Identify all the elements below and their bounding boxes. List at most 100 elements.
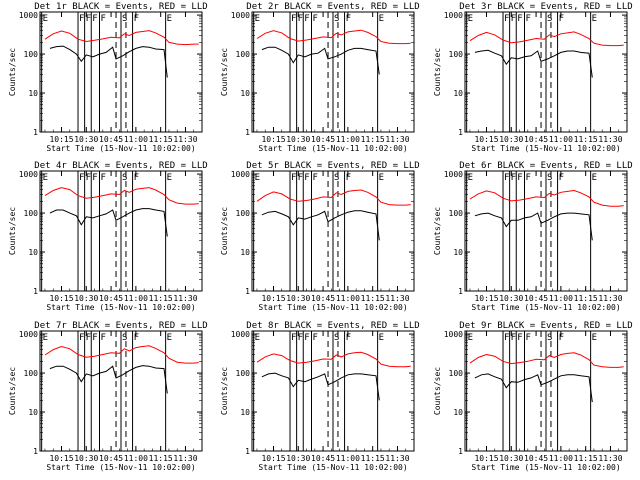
events-series-line <box>49 365 168 394</box>
x-tick-label: 11:00 <box>336 294 360 303</box>
marker-label: F <box>526 173 531 183</box>
marker-label: F <box>92 173 97 183</box>
marker-label: F <box>559 14 564 24</box>
x-tick-label: 11:00 <box>549 294 573 303</box>
panel-det-2: Det 2r BLACK = Events, RED = LLD 1 10 100 10… <box>220 2 420 153</box>
marker-label: E <box>379 173 384 183</box>
marker-label: F <box>504 173 509 183</box>
x-tick-label: 10:15 <box>261 454 285 463</box>
marker-label: F <box>559 333 564 343</box>
panel-det-5: Det 5r BLACK = Events, RED = LLD 1 10 100 10… <box>220 161 420 312</box>
marker-label: F <box>313 14 318 24</box>
marker-label: F <box>101 333 106 343</box>
marker-label: F <box>298 173 303 183</box>
marker-label: E <box>468 173 473 183</box>
events-series-line <box>49 45 168 78</box>
marker-label: E <box>167 173 172 183</box>
y-tick-label: 100 <box>236 369 251 378</box>
marker-label: E <box>379 14 384 24</box>
marker-label: F <box>134 14 139 24</box>
y-tick-label: 1000 <box>19 11 38 20</box>
events-series-line <box>261 46 380 75</box>
marker-label: F <box>86 14 91 24</box>
x-tick-label: 10:45 <box>524 294 548 303</box>
marker-label: F <box>313 333 318 343</box>
x-axis-label: Start Time (15-Nov-11 10:02:00) <box>46 144 195 153</box>
y-tick-label: 1000 <box>19 170 38 179</box>
x-tick-label: 10:30 <box>286 294 310 303</box>
y-tick-label: 100 <box>236 209 251 218</box>
x-tick-label: 10:30 <box>499 454 523 463</box>
y-axis-label: Counts/sec <box>433 367 442 415</box>
x-tick-label: 11:00 <box>549 135 573 144</box>
panel-title: Det 5r BLACK = Events, RED = LLD <box>246 161 419 171</box>
x-axis-label: Start Time (15-Nov-11 10:02:00) <box>471 303 620 312</box>
panel-det-8: Det 8r BLACK = Events, RED = LLD 1 10 100 10… <box>220 321 420 472</box>
y-tick-label: 10 <box>453 408 463 417</box>
x-tick-label: 11:30 <box>173 294 197 303</box>
y-tick-label: 10 <box>240 89 250 98</box>
x-tick-label: 10:15 <box>49 135 73 144</box>
panel-det-9: Det 9r BLACK = Events, RED = LLD 1 10 100 10… <box>433 321 633 472</box>
panel-det-6: Det 6r BLACK = Events, RED = LLD 1 10 100 10… <box>433 161 633 312</box>
x-tick-label: 10:15 <box>261 294 285 303</box>
marker-label: S <box>547 173 552 183</box>
x-tick-label: 10:15 <box>261 135 285 144</box>
marker-label: F <box>92 14 97 24</box>
marker-label: S <box>547 14 552 24</box>
x-tick-label: 10:15 <box>474 454 498 463</box>
lld-series-line <box>469 189 624 207</box>
x-axis-label: Start Time (15-Nov-11 10:02:00) <box>258 463 407 472</box>
x-tick-label: 11:15 <box>149 294 173 303</box>
panel-title: Det 9r BLACK = Events, RED = LLD <box>459 321 632 331</box>
marker-label: F <box>134 333 139 343</box>
y-axis-label: Counts/sec <box>220 48 229 96</box>
x-tick-label: 10:15 <box>49 294 73 303</box>
marker-label: S <box>122 14 127 24</box>
y-tick-label: 10 <box>240 248 250 257</box>
x-tick-label: 11:30 <box>598 294 622 303</box>
marker-label: F <box>79 333 84 343</box>
events-series-line <box>474 212 593 241</box>
y-tick-label: 1000 <box>231 170 250 179</box>
y-tick-label: 1 <box>33 287 38 296</box>
x-tick-label: 10:45 <box>99 294 123 303</box>
marker-label: F <box>526 333 531 343</box>
x-tick-label: 11:00 <box>336 135 360 144</box>
marker-label: F <box>92 333 97 343</box>
panel-title: Det 8r BLACK = Events, RED = LLD <box>246 321 419 331</box>
x-tick-label: 10:45 <box>524 135 548 144</box>
x-tick-label: 11:15 <box>574 135 598 144</box>
marker-label: F <box>291 14 296 24</box>
marker-label: F <box>291 333 296 343</box>
panel-title: Det 2r BLACK = Events, RED = LLD <box>246 2 419 12</box>
y-tick-label: 1 <box>458 287 463 296</box>
x-axis-label: Start Time (15-Nov-11 10:02:00) <box>471 463 620 472</box>
y-tick-label: 10 <box>28 89 38 98</box>
marker-label: E <box>167 333 172 343</box>
y-tick-label: 10 <box>28 408 38 417</box>
lld-series-line <box>256 189 411 206</box>
x-tick-label: 11:00 <box>549 454 573 463</box>
x-tick-label: 11:15 <box>361 135 385 144</box>
marker-label: F <box>346 14 351 24</box>
x-axis-label: Start Time (15-Nov-11 10:02:00) <box>471 144 620 153</box>
marker-label: E <box>43 333 48 343</box>
y-axis-label: Counts/sec <box>433 207 442 255</box>
x-tick-label: 11:15 <box>149 135 173 144</box>
panel-det-7: Det 7r BLACK = Events, RED = LLD 1 10 100 10… <box>8 321 208 472</box>
marker-label: E <box>468 333 473 343</box>
panel-det-3: Det 3r BLACK = Events, RED = LLD 1 10 100 10… <box>433 2 633 153</box>
marker-label: F <box>517 333 522 343</box>
marker-label: F <box>504 14 509 24</box>
x-tick-label: 10:45 <box>99 454 123 463</box>
x-tick-label: 11:30 <box>385 454 409 463</box>
marker-label: E <box>167 14 172 24</box>
marker-label: F <box>86 173 91 183</box>
x-tick-label: 11:30 <box>173 135 197 144</box>
marker-label: E <box>255 14 260 24</box>
y-tick-label: 1 <box>458 447 463 456</box>
x-tick-label: 11:00 <box>124 454 148 463</box>
marker-label: F <box>517 173 522 183</box>
marker-label: F <box>304 333 309 343</box>
